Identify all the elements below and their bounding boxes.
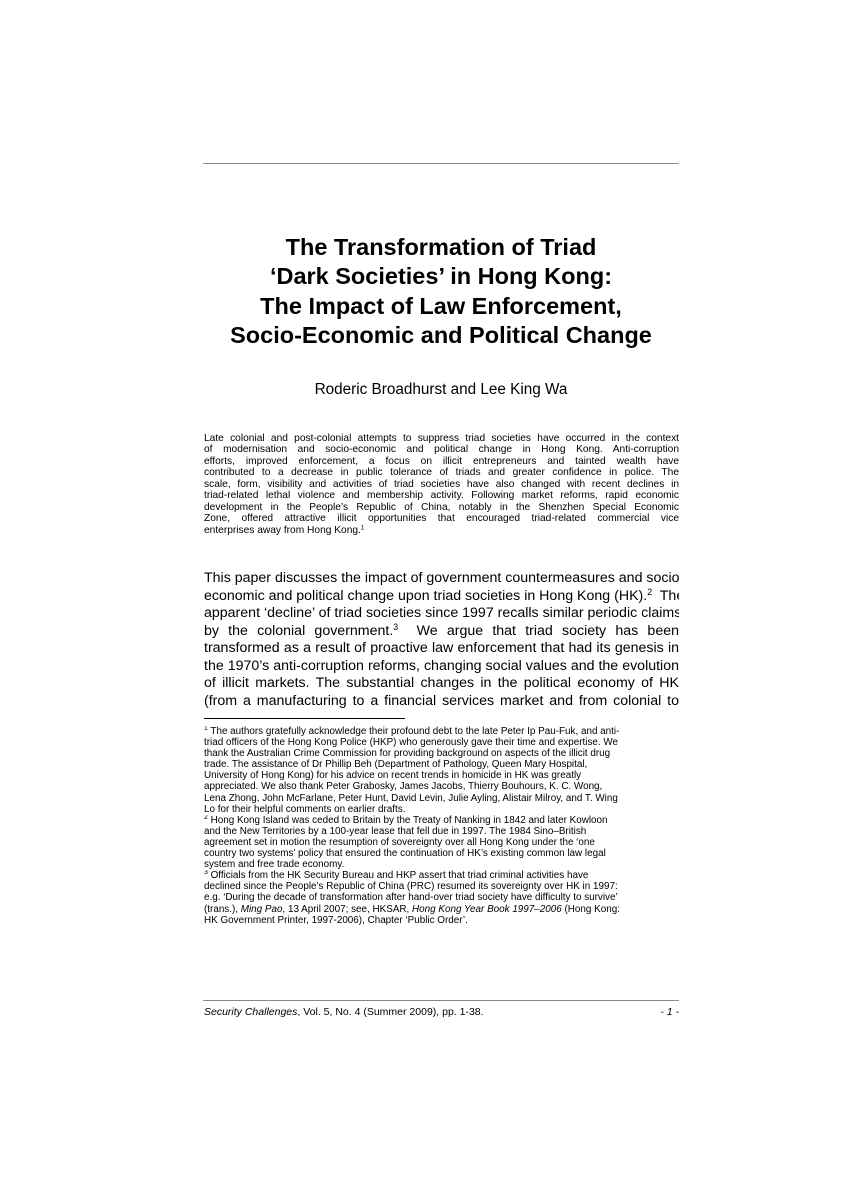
footnote-1-line: 1 The authors gratefully acknowledge the… — [204, 726, 679, 737]
body-line: the 1970’s anti-corruption reforms, chan… — [204, 657, 679, 674]
body-line: of illicit markets. The substantial chan… — [204, 675, 679, 691]
footnote-ref-1[interactable]: 1 — [360, 524, 365, 532]
footnote-1-line: triad officers of the Hong Kong Police (… — [204, 737, 619, 749]
title-line: ‘Dark Societies’ in Hong Kong: — [269, 263, 613, 290]
abstract-line: Zone, offered attractive illicit opportu… — [204, 513, 679, 525]
body-text: The — [659, 587, 679, 604]
title-line: Socio-Economic and Political Change — [230, 321, 652, 348]
footnote-2-line: and the New Territories by a 100-year le… — [204, 825, 587, 837]
title-line: The Transformation of Triad — [285, 234, 597, 260]
abstract: Late colonial and post-colonial attempts… — [204, 433, 679, 536]
footnote-text: The authors gratefully acknowledge their… — [207, 726, 620, 737]
footnote-2-line: country two systems’ policy that ensured… — [204, 848, 606, 860]
footnote-text: Hong Kong Island was ceded to Britain by… — [207, 814, 608, 826]
body-line: (from a manufacturing to a financial ser… — [204, 692, 679, 709]
authors: Roderic Broadhurst and Lee King Wa — [314, 381, 568, 398]
footnote-mark-3: 3 — [204, 870, 208, 877]
book-title: Hong Kong Year Book 1997–2006 — [412, 903, 562, 915]
footnote-3-line: (trans.), Ming Pao, 13 April 2007; see, … — [204, 904, 679, 915]
footnote-2-line: 2 Hong Kong Island was ceded to Britain … — [204, 815, 679, 826]
body-text: by the colonial government. — [204, 622, 394, 639]
footnote-3-line: declined since the People’s Republic of … — [204, 881, 618, 893]
footnote-text: (trans.), — [204, 903, 241, 915]
footnote-ref-2[interactable]: 2 — [647, 587, 653, 597]
footnote-3-line: e.g. ‘During the decade of transformatio… — [204, 892, 618, 904]
footnote-text: (Hong Kong: — [561, 903, 620, 915]
footnote-3-line: 3 Officials from the HK Security Bureau … — [204, 870, 679, 881]
footnote-2-line: system and free trade economy. — [204, 859, 345, 871]
page-number: - 1 - — [660, 1006, 679, 1018]
footnote-1-line: Lo for their helpful comments on earlier… — [204, 803, 406, 815]
body-line: apparent ‘decline’ of triad societies si… — [204, 605, 679, 621]
footnote-text: , 13 April 2007; see, HKSAR, — [282, 903, 413, 915]
body-text: economic and political change upon triad… — [204, 587, 648, 604]
footnotes: 1 The authors gratefully acknowledge the… — [204, 726, 679, 926]
footnote-1-line: thank the Australian Crime Commission fo… — [204, 748, 611, 760]
body-paragraph: This paper discusses the impact of gover… — [204, 570, 679, 710]
abstract-line: development in the People’s Republic of … — [204, 501, 679, 513]
body-line: This paper discusses the impact of gover… — [204, 570, 679, 586]
abstract-line: Late colonial and post-colonial attempts… — [204, 433, 679, 444]
journal-name: Security Challenges — [204, 1006, 298, 1018]
footnote-mark-2: 2 — [204, 814, 208, 821]
footer-rule — [203, 1000, 679, 1001]
footnote-text: Officials from the HK Security Bureau an… — [207, 870, 589, 882]
body-line: transformed as a result of proactive law… — [204, 640, 679, 656]
abstract-line: of modernisation and socio-economic and … — [204, 444, 679, 456]
header-rule — [203, 163, 679, 164]
citation-details: , Vol. 5, No. 4 (Summer 2009), pp. 1-38. — [297, 1006, 484, 1018]
footnote-1-line: appreciated. We also thank Peter Grabosk… — [204, 781, 603, 793]
abstract-text: enterprises away from Hong Kong. — [204, 524, 361, 536]
footnote-1-line: University of Hong Kong) for his advice … — [204, 770, 582, 782]
title-line: The Impact of Law Enforcement, — [260, 292, 622, 319]
footnote-separator — [204, 718, 405, 719]
newspaper-title: Ming Pao — [240, 903, 283, 915]
abstract-line: triad-related lethal violence and member… — [204, 490, 679, 502]
body-text: We argue that triad society has been — [398, 622, 679, 639]
footnote-2-line: agreement set in motion the resumption o… — [204, 836, 595, 848]
paper-title: The Transformation of Triad ‘Dark Societ… — [203, 233, 679, 350]
footnote-3-line: HK Government Printer, 1997-2006), Chapt… — [204, 914, 468, 926]
page-footer: Security Challenges, Vol. 5, No. 4 (Summ… — [204, 1005, 679, 1019]
footnote-ref-3[interactable]: 3 — [393, 622, 399, 632]
footnote-mark-1: 1 — [204, 726, 208, 733]
abstract-line: efforts, improved enforcement, a focus o… — [204, 455, 679, 467]
abstract-line: enterprises away from Hong Kong.1 — [204, 525, 679, 536]
footnote-1-line: Lena Zhong, John McFarlane, Peter Hunt, … — [204, 792, 618, 804]
footnote-1-line: trade. The assistance of Dr Phillip Beh … — [204, 759, 588, 771]
body-line: economic and political change upon triad… — [204, 588, 679, 606]
body-line: by the colonial government.3 We argue th… — [204, 623, 679, 641]
abstract-line: contributed to a decrease in public tole… — [204, 467, 679, 479]
journal-citation: Security Challenges, Vol. 5, No. 4 (Summ… — [204, 1005, 484, 1019]
abstract-line: scale, form, visibility and activities o… — [204, 478, 679, 490]
